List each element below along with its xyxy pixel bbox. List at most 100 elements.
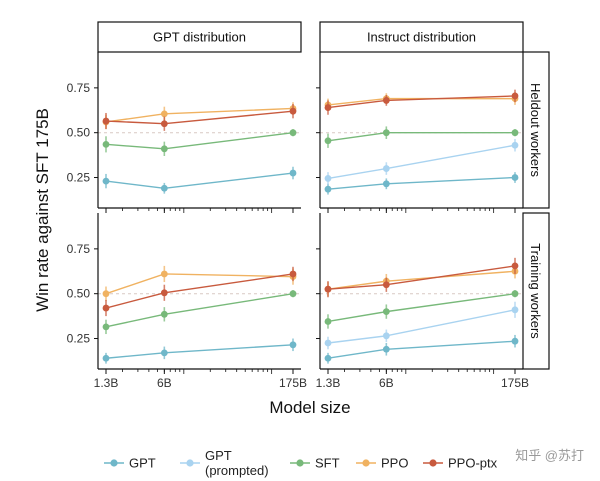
- series-line: [105, 292, 294, 328]
- series-gpt-prompted-: [324, 301, 519, 350]
- legend-marker: [296, 459, 304, 467]
- series-ppo: [324, 92, 519, 112]
- series-line: [105, 172, 294, 189]
- series-gpt: [324, 172, 519, 195]
- series-line: [105, 273, 294, 309]
- data-point: [324, 185, 332, 193]
- series-gpt: [102, 338, 297, 364]
- data-point: [511, 141, 519, 149]
- data-point: [160, 110, 168, 118]
- data-point: [324, 285, 332, 293]
- legend-label: GPT: [129, 456, 156, 471]
- legend: GPT GPT(prompted) SFT PPO PPO-ptx: [104, 448, 498, 478]
- y-tick-label: 0.25: [67, 171, 91, 185]
- series-ppo-ptx: [102, 266, 297, 317]
- x-axis-title: Model size: [269, 398, 350, 417]
- series-sft: [324, 290, 519, 329]
- data-point: [289, 129, 297, 137]
- data-point: [324, 175, 332, 182]
- panel-0-0: 0.25 0.50 0.75: [67, 52, 301, 213]
- x-tick-label: 175B: [279, 376, 307, 390]
- y-axis-title: Win rate against SFT 175B: [33, 108, 52, 312]
- data-point: [102, 290, 110, 298]
- panels: 0.25 0.50 0.75 0.25 0.50 0.75 1.3B 6B 175B 1.3B 6B…: [67, 52, 529, 390]
- data-point: [382, 281, 390, 289]
- x-tick-label: 1.3B: [316, 376, 341, 390]
- data-point: [289, 169, 297, 177]
- data-point: [289, 270, 297, 278]
- column-title-gpt: GPT distribution: [153, 30, 246, 45]
- data-point: [382, 308, 390, 316]
- data-point: [289, 341, 297, 349]
- data-point: [382, 180, 390, 188]
- data-point: [324, 354, 332, 362]
- x-tick-label: 6B: [379, 376, 394, 390]
- data-point: [102, 140, 110, 148]
- series-ppo-ptx: [102, 104, 297, 131]
- legend-entry-gpt: GPT: [104, 456, 156, 471]
- y-tick-label: 0.75: [67, 242, 91, 256]
- series-line: [105, 344, 294, 359]
- y-tick-label: 0.25: [67, 332, 91, 346]
- data-point: [382, 345, 390, 353]
- data-point: [511, 92, 519, 100]
- legend-marker: [110, 459, 118, 467]
- legend-label: GPT: [205, 448, 232, 463]
- column-title-instruct: Instruct distribution: [367, 30, 476, 45]
- series-sft: [324, 126, 519, 148]
- data-point: [382, 165, 390, 172]
- data-point: [160, 310, 168, 318]
- series-gpt: [324, 334, 519, 364]
- x-tick-label: 1.3B: [94, 376, 119, 390]
- data-point: [382, 332, 390, 340]
- legend-label-line2: (prompted): [205, 463, 269, 478]
- column-strip-gpt: GPT distribution: [97, 21, 302, 53]
- data-point: [102, 354, 110, 362]
- series-line: [327, 340, 516, 359]
- y-tick-label: 0.50: [67, 126, 91, 140]
- legend-marker: [362, 459, 370, 467]
- data-point: [324, 318, 332, 325]
- series-line: [327, 292, 516, 323]
- legend-label: SFT: [315, 456, 340, 471]
- series-ppo-ptx: [324, 89, 519, 115]
- legend-entry-ppo-ptx: PPO-ptx: [423, 456, 498, 471]
- data-point: [160, 289, 168, 297]
- data-point: [511, 337, 519, 345]
- data-point: [511, 290, 519, 298]
- data-point: [102, 117, 110, 125]
- panel-0-1: [316, 52, 523, 213]
- series-gpt-prompted-: [324, 138, 519, 185]
- series-ppo-ptx: [324, 257, 519, 298]
- data-point: [102, 304, 110, 312]
- data-point: [511, 129, 519, 137]
- column-strip-instruct: Instruct distribution: [319, 21, 524, 53]
- y-tick-label: 0.50: [67, 287, 91, 301]
- row-strip-training: Training workers: [522, 212, 550, 370]
- series-line: [327, 144, 516, 180]
- series-line: [105, 131, 294, 150]
- series-line: [327, 309, 516, 344]
- data-point: [160, 145, 168, 153]
- y-tick-label: 0.75: [67, 81, 91, 95]
- legend-label: PPO: [381, 456, 408, 471]
- series-gpt: [102, 166, 297, 194]
- legend-marker: [429, 459, 437, 467]
- watermark: 知乎 @苏打: [515, 448, 584, 463]
- data-point: [511, 306, 519, 314]
- legend-entry-sft: SFT: [290, 456, 340, 471]
- series-ppo: [102, 265, 297, 301]
- row-title-training: Training workers: [528, 243, 543, 339]
- row-title-heldout: Heldout workers: [528, 83, 543, 177]
- data-point: [382, 129, 390, 137]
- data-point: [102, 177, 110, 185]
- data-point: [511, 174, 519, 181]
- series-line: [327, 176, 516, 190]
- data-point: [160, 349, 168, 357]
- data-point: [160, 120, 168, 128]
- series-ppo: [102, 102, 297, 130]
- series-line: [105, 273, 294, 295]
- data-point: [324, 104, 332, 111]
- data-point: [160, 270, 168, 278]
